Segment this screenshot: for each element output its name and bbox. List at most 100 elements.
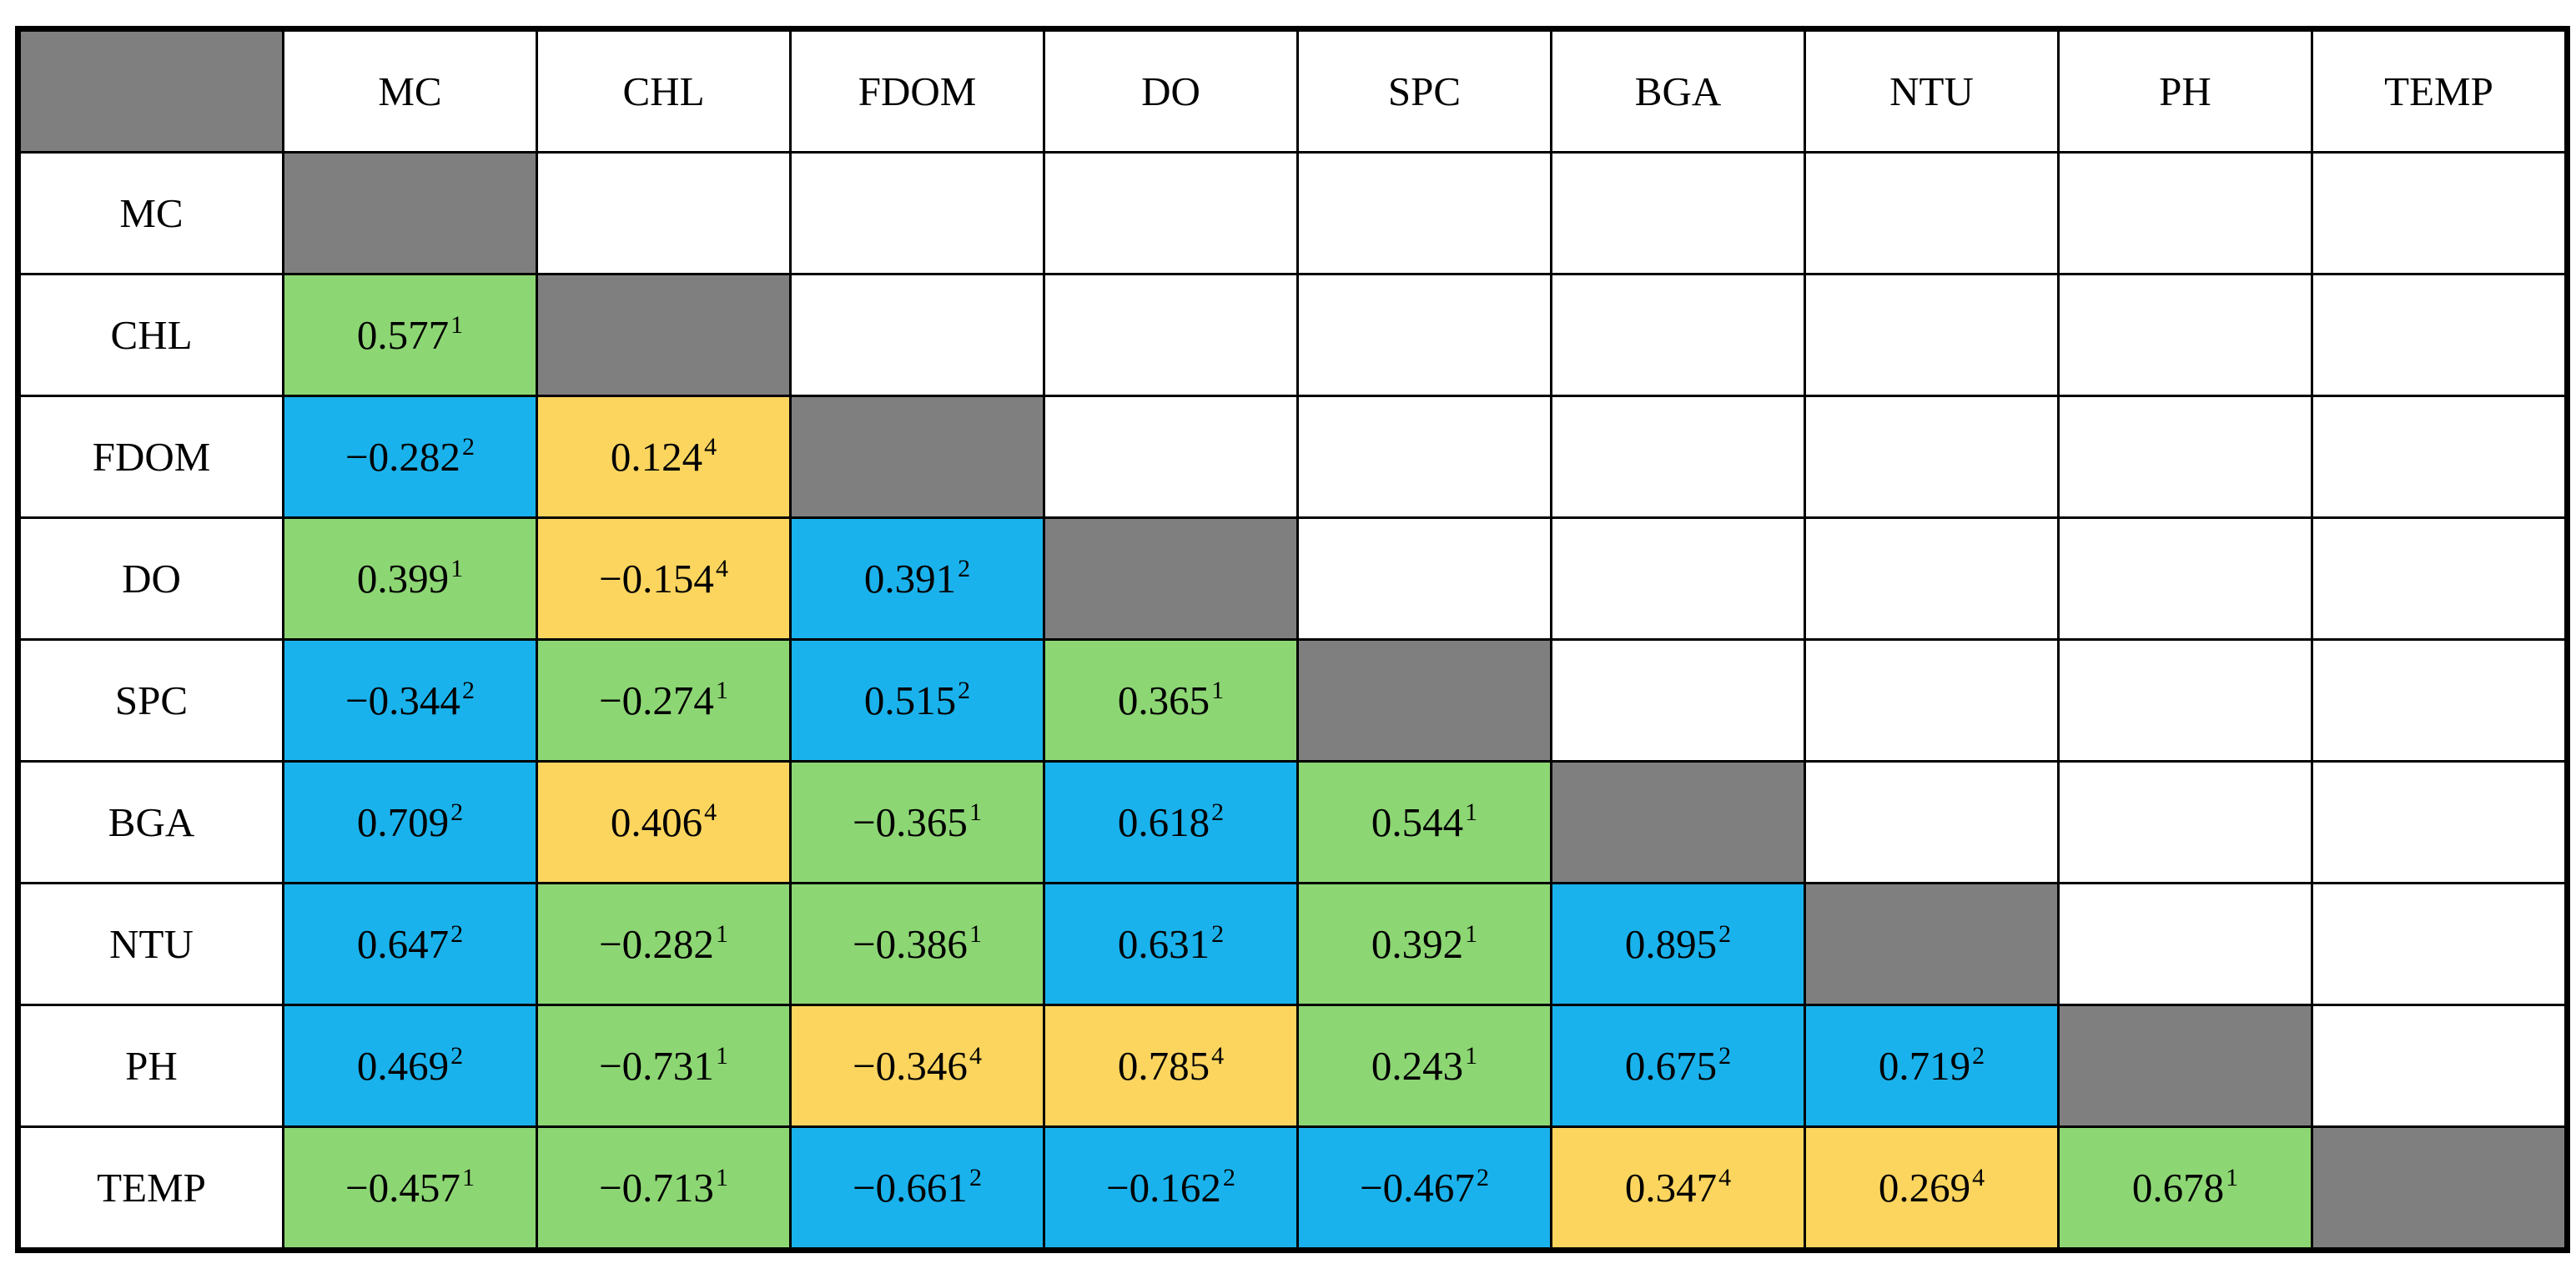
cell-superscript: 1	[450, 555, 464, 583]
cell-superscript: 2	[1211, 798, 1225, 827]
table-row-ph: PH 0.4692 −0.7311 −0.3464 0.7854 0.2431 0.6752…	[17, 1004, 2568, 1128]
cell-superscript: 2	[461, 433, 475, 461]
cell-temp-do: −0.1622	[1043, 1125, 1299, 1251]
empty-cell-mc-bga	[1550, 151, 1806, 275]
empty-cell-spc-bga	[1550, 638, 1806, 763]
cell-superscript: 4	[1718, 1164, 1732, 1192]
cell-ph-fdom: −0.3464	[789, 1004, 1045, 1128]
empty-cell-fdom-ntu	[1804, 395, 2060, 519]
row-header-ntu: NTU	[17, 882, 284, 1006]
empty-cell-mc-spc	[1296, 151, 1552, 275]
cell-superscript: 1	[1211, 677, 1225, 705]
cell-superscript: 1	[715, 1042, 728, 1070]
col-header-chl: CHL	[536, 28, 792, 154]
cell-temp-ph: 0.6781	[2057, 1125, 2313, 1251]
cell-superscript: 1	[461, 1164, 475, 1192]
col-header-bga: BGA	[1550, 28, 1806, 154]
empty-cell-bga-ph	[2057, 760, 2313, 884]
cell-do-mc: 0.3991	[282, 516, 538, 641]
cell-value: 0.392	[1371, 921, 1464, 967]
cell-superscript: 1	[450, 311, 464, 340]
cell-fdom-chl: 0.1244	[536, 395, 792, 519]
empty-cell-mc-ph	[2057, 151, 2313, 275]
cell-value: 0.895	[1624, 921, 1718, 967]
diagonal-cell-spc	[1296, 638, 1552, 763]
cell-value: 0.515	[863, 677, 957, 723]
cell-ntu-do: 0.6312	[1043, 882, 1299, 1006]
cell-value: −0.154	[599, 556, 714, 602]
diagonal-cell-mc	[282, 151, 538, 275]
cell-superscript: 4	[1972, 1164, 1985, 1192]
cell-value: −0.731	[599, 1043, 714, 1089]
cell-do-chl: −0.1544	[536, 516, 792, 641]
cell-superscript: 1	[2226, 1164, 2239, 1192]
empty-cell-mc-ntu	[1804, 151, 2060, 275]
cell-superscript: 2	[450, 920, 464, 949]
empty-cell-mc-fdom	[789, 151, 1045, 275]
cell-superscript: 2	[958, 677, 971, 705]
cell-value: 0.406	[610, 799, 703, 845]
corner-cell	[17, 28, 284, 154]
cell-ph-do: 0.7854	[1043, 1004, 1299, 1128]
row-header-fdom: FDOM	[17, 395, 284, 519]
cell-value: 0.365	[1117, 677, 1210, 723]
table-header: MC CHL FDOM DO SPC BGA NTU PH TEMP	[17, 28, 2568, 154]
cell-value: 0.675	[1624, 1043, 1718, 1089]
diagonal-cell-bga	[1550, 760, 1806, 884]
cell-value: 0.399	[356, 556, 450, 602]
cell-value: 0.269	[1878, 1165, 1971, 1211]
col-header-spc: SPC	[1296, 28, 1552, 154]
empty-cell-mc-do	[1043, 151, 1299, 275]
cell-value: −0.386	[853, 921, 968, 967]
cell-value: −0.467	[1360, 1165, 1475, 1211]
cell-value: 0.347	[1624, 1165, 1718, 1211]
cell-superscript: 1	[715, 677, 728, 705]
empty-cell-do-ntu	[1804, 516, 2060, 641]
cell-value: −0.344	[345, 677, 460, 723]
cell-ph-mc: 0.4692	[282, 1004, 538, 1128]
cell-superscript: 4	[715, 555, 728, 583]
cell-bga-mc: 0.7092	[282, 760, 538, 884]
cell-value: −0.346	[853, 1043, 968, 1089]
col-header-do: DO	[1043, 28, 1299, 154]
row-header-bga: BGA	[17, 760, 284, 884]
cell-spc-chl: −0.2741	[536, 638, 792, 763]
cell-chl-mc: 0.5771	[282, 273, 538, 397]
cell-superscript: 1	[715, 1164, 728, 1192]
diagonal-cell-ph	[2057, 1004, 2313, 1128]
cell-value: 0.391	[863, 556, 957, 602]
cell-temp-ntu: 0.2694	[1804, 1125, 2060, 1251]
cell-value: 0.469	[356, 1043, 450, 1089]
table-body: MC CHL 0.5771 FDOM −0.2822 0.1244 DO 0.3991 −0.1…	[17, 151, 2568, 1251]
cell-ph-spc: 0.2431	[1296, 1004, 1552, 1128]
cell-superscript: 2	[461, 677, 475, 705]
empty-cell-ph-temp	[2311, 1004, 2568, 1128]
cell-superscript: 2	[958, 555, 971, 583]
col-header-ph: PH	[2057, 28, 2313, 154]
empty-cell-fdom-do	[1043, 395, 1299, 519]
empty-cell-fdom-temp	[2311, 395, 2568, 519]
table-row-fdom: FDOM −0.2822 0.1244	[17, 395, 2568, 519]
empty-cell-chl-ntu	[1804, 273, 2060, 397]
correlation-table: MC CHL FDOM DO SPC BGA NTU PH TEMP MC CHL 0.5771 FD…	[15, 26, 2570, 1253]
cell-value: −0.457	[345, 1165, 460, 1211]
cell-superscript: 1	[1465, 920, 1478, 949]
header-row: MC CHL FDOM DO SPC BGA NTU PH TEMP	[17, 28, 2568, 154]
diagonal-cell-temp	[2311, 1125, 2568, 1251]
cell-fdom-mc: −0.2822	[282, 395, 538, 519]
empty-cell-fdom-ph	[2057, 395, 2313, 519]
cell-value: 0.785	[1117, 1043, 1210, 1089]
table-row-spc: SPC −0.3442 −0.2741 0.5152 0.3651	[17, 638, 2568, 763]
row-header-ph: PH	[17, 1004, 284, 1128]
cell-value: −0.162	[1106, 1165, 1221, 1211]
cell-ntu-mc: 0.6472	[282, 882, 538, 1006]
cell-superscript: 2	[969, 1164, 982, 1192]
cell-spc-mc: −0.3442	[282, 638, 538, 763]
cell-ph-bga: 0.6752	[1550, 1004, 1806, 1128]
cell-ntu-bga: 0.8952	[1550, 882, 1806, 1006]
empty-cell-chl-temp	[2311, 273, 2568, 397]
cell-temp-bga: 0.3474	[1550, 1125, 1806, 1251]
cell-value: 0.647	[356, 921, 450, 967]
cell-superscript: 2	[1718, 1042, 1732, 1070]
cell-spc-do: 0.3651	[1043, 638, 1299, 763]
